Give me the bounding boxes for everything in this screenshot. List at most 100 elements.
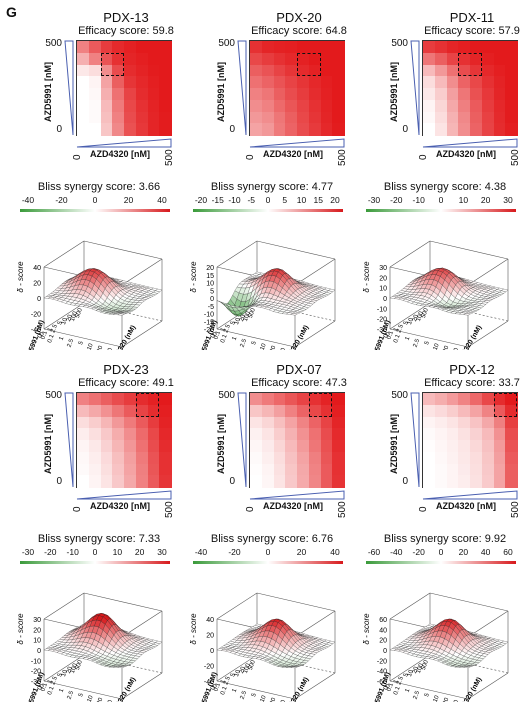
heatmap-cell (147, 123, 160, 136)
heatmap-cell (493, 463, 506, 476)
surface-y-tick: 1 (220, 679, 227, 685)
wedge-shape (422, 138, 518, 148)
surface-facet (117, 666, 125, 668)
heatmap-cell (434, 111, 447, 124)
heatmap-cell (135, 475, 148, 488)
surface-x-tick: 2.5 (240, 338, 249, 349)
heatmap-cell (285, 428, 298, 441)
surface-box-edge (294, 610, 336, 638)
color-scale-tick: 10 (112, 547, 123, 557)
heatmap-cell (320, 52, 333, 65)
heatmap-cell (505, 393, 518, 406)
x-tick-label: 500 (510, 501, 520, 518)
heatmap-cell (147, 440, 160, 453)
heatmap-cell (434, 428, 447, 441)
surface-y-tick: 20 (66, 314, 74, 323)
heatmap-cell (250, 404, 263, 417)
heatmap-cell (285, 463, 298, 476)
heatmap-cell (273, 404, 286, 417)
surface-y-tick: 20 (239, 314, 247, 323)
heatmap-cell (250, 123, 263, 136)
heatmap-cell (112, 393, 125, 406)
surface-x-tick: 2.5 (67, 690, 76, 701)
surface-box-edge (467, 320, 509, 348)
heatmap-cell (100, 76, 113, 89)
y-tick-label: 0 (229, 476, 235, 487)
heatmap-cell (77, 41, 90, 54)
heatmap-cell (332, 76, 345, 89)
color-scale-tick: -10 (228, 195, 241, 205)
surface-box-edge (294, 672, 336, 700)
heatmap-cell (297, 123, 310, 136)
x-dose-wedge (76, 490, 172, 500)
heatmap-cell (297, 416, 310, 429)
surface-x-tick: 0 (385, 683, 392, 689)
color-scale-bar (20, 209, 170, 212)
surface-y-tick: 0 (210, 685, 217, 691)
heatmap-cell (273, 463, 286, 476)
heatmap-cell (446, 393, 459, 406)
heatmap-cell (147, 99, 160, 112)
heatmap-cell (261, 52, 274, 65)
x-axis-label: AZD4320 [nM] (436, 149, 497, 159)
heatmap-cell (100, 428, 113, 441)
heatmap-cell (458, 99, 471, 112)
surface-box-edge (389, 680, 469, 700)
surface-x-tick: 0 (212, 331, 219, 337)
y-tick-label: 500 (45, 390, 62, 401)
surface-x-axis-label: AZD4320 (nM) (454, 324, 483, 350)
z-tick-label: 0 (210, 296, 214, 303)
y-axis-label: AZD5991 [nM] (43, 61, 53, 122)
color-scale-ticks: -20 -15 -10 -5 0 5 10 15 20 (193, 195, 343, 205)
heatmap-cell (77, 451, 90, 464)
surface-x-tick: 10 (433, 342, 441, 350)
color-scale-tick: 20 (480, 195, 491, 205)
heatmap-cell (297, 451, 310, 464)
heatmap-cell (320, 428, 333, 441)
efficacy-title: Efficacy score: 64.8 (251, 25, 347, 37)
heatmap-cell (147, 76, 160, 89)
surface-facet (463, 666, 471, 668)
surface-y-tick: 1 (47, 679, 54, 685)
color-scale-tick: 20 (458, 547, 469, 557)
heatmap-cell (446, 440, 459, 453)
heatmap (249, 392, 345, 488)
surface-x-tick: 20 (269, 345, 277, 350)
color-scale-tick: 30 (157, 547, 167, 557)
heatmap-cell (273, 99, 286, 112)
heatmap-cell (505, 123, 518, 136)
surface-x-tick: 20 (269, 697, 277, 702)
surface-y-tick: 500 (248, 307, 257, 319)
z-tick-label: -30 (31, 679, 41, 686)
color-scale-bar (193, 561, 343, 564)
heatmap-cell (135, 463, 148, 476)
surface-box-edge (389, 592, 431, 620)
bliss-title: Bliss synergy score: 4.77 (210, 181, 334, 193)
z-tick-label: -20 (377, 317, 387, 324)
heatmap-cell (88, 111, 101, 124)
heatmap-cell (250, 428, 263, 441)
bliss-title: Bliss synergy score: 9.92 (383, 533, 507, 545)
heatmap-cell (505, 475, 518, 488)
heatmap-cell (100, 393, 113, 406)
heatmap-cell (135, 76, 148, 89)
surface-box-edge (256, 592, 336, 612)
heatmap-cell (446, 428, 459, 441)
heatmap-cell (285, 404, 298, 417)
heatmap-cell (77, 440, 90, 453)
heatmap-cell (77, 52, 90, 65)
z-axis-label: δ - score (362, 261, 371, 293)
surface-x-tick: 100 (278, 699, 287, 702)
heatmap-cell (100, 475, 113, 488)
color-scale-tick: -20 (55, 195, 68, 205)
heatmap-cell (112, 123, 125, 136)
surface-x-tick: 0.1 (220, 685, 229, 696)
heatmap-cell (446, 111, 459, 124)
x-tick-label: 0 (72, 154, 83, 160)
surface-box-edge (429, 240, 509, 260)
heatmap-cell (308, 64, 321, 77)
z-tick-label: -15 (204, 319, 214, 326)
heatmap-cell (434, 123, 447, 136)
heatmap-cell (112, 416, 125, 429)
heatmap-cell (481, 463, 494, 476)
